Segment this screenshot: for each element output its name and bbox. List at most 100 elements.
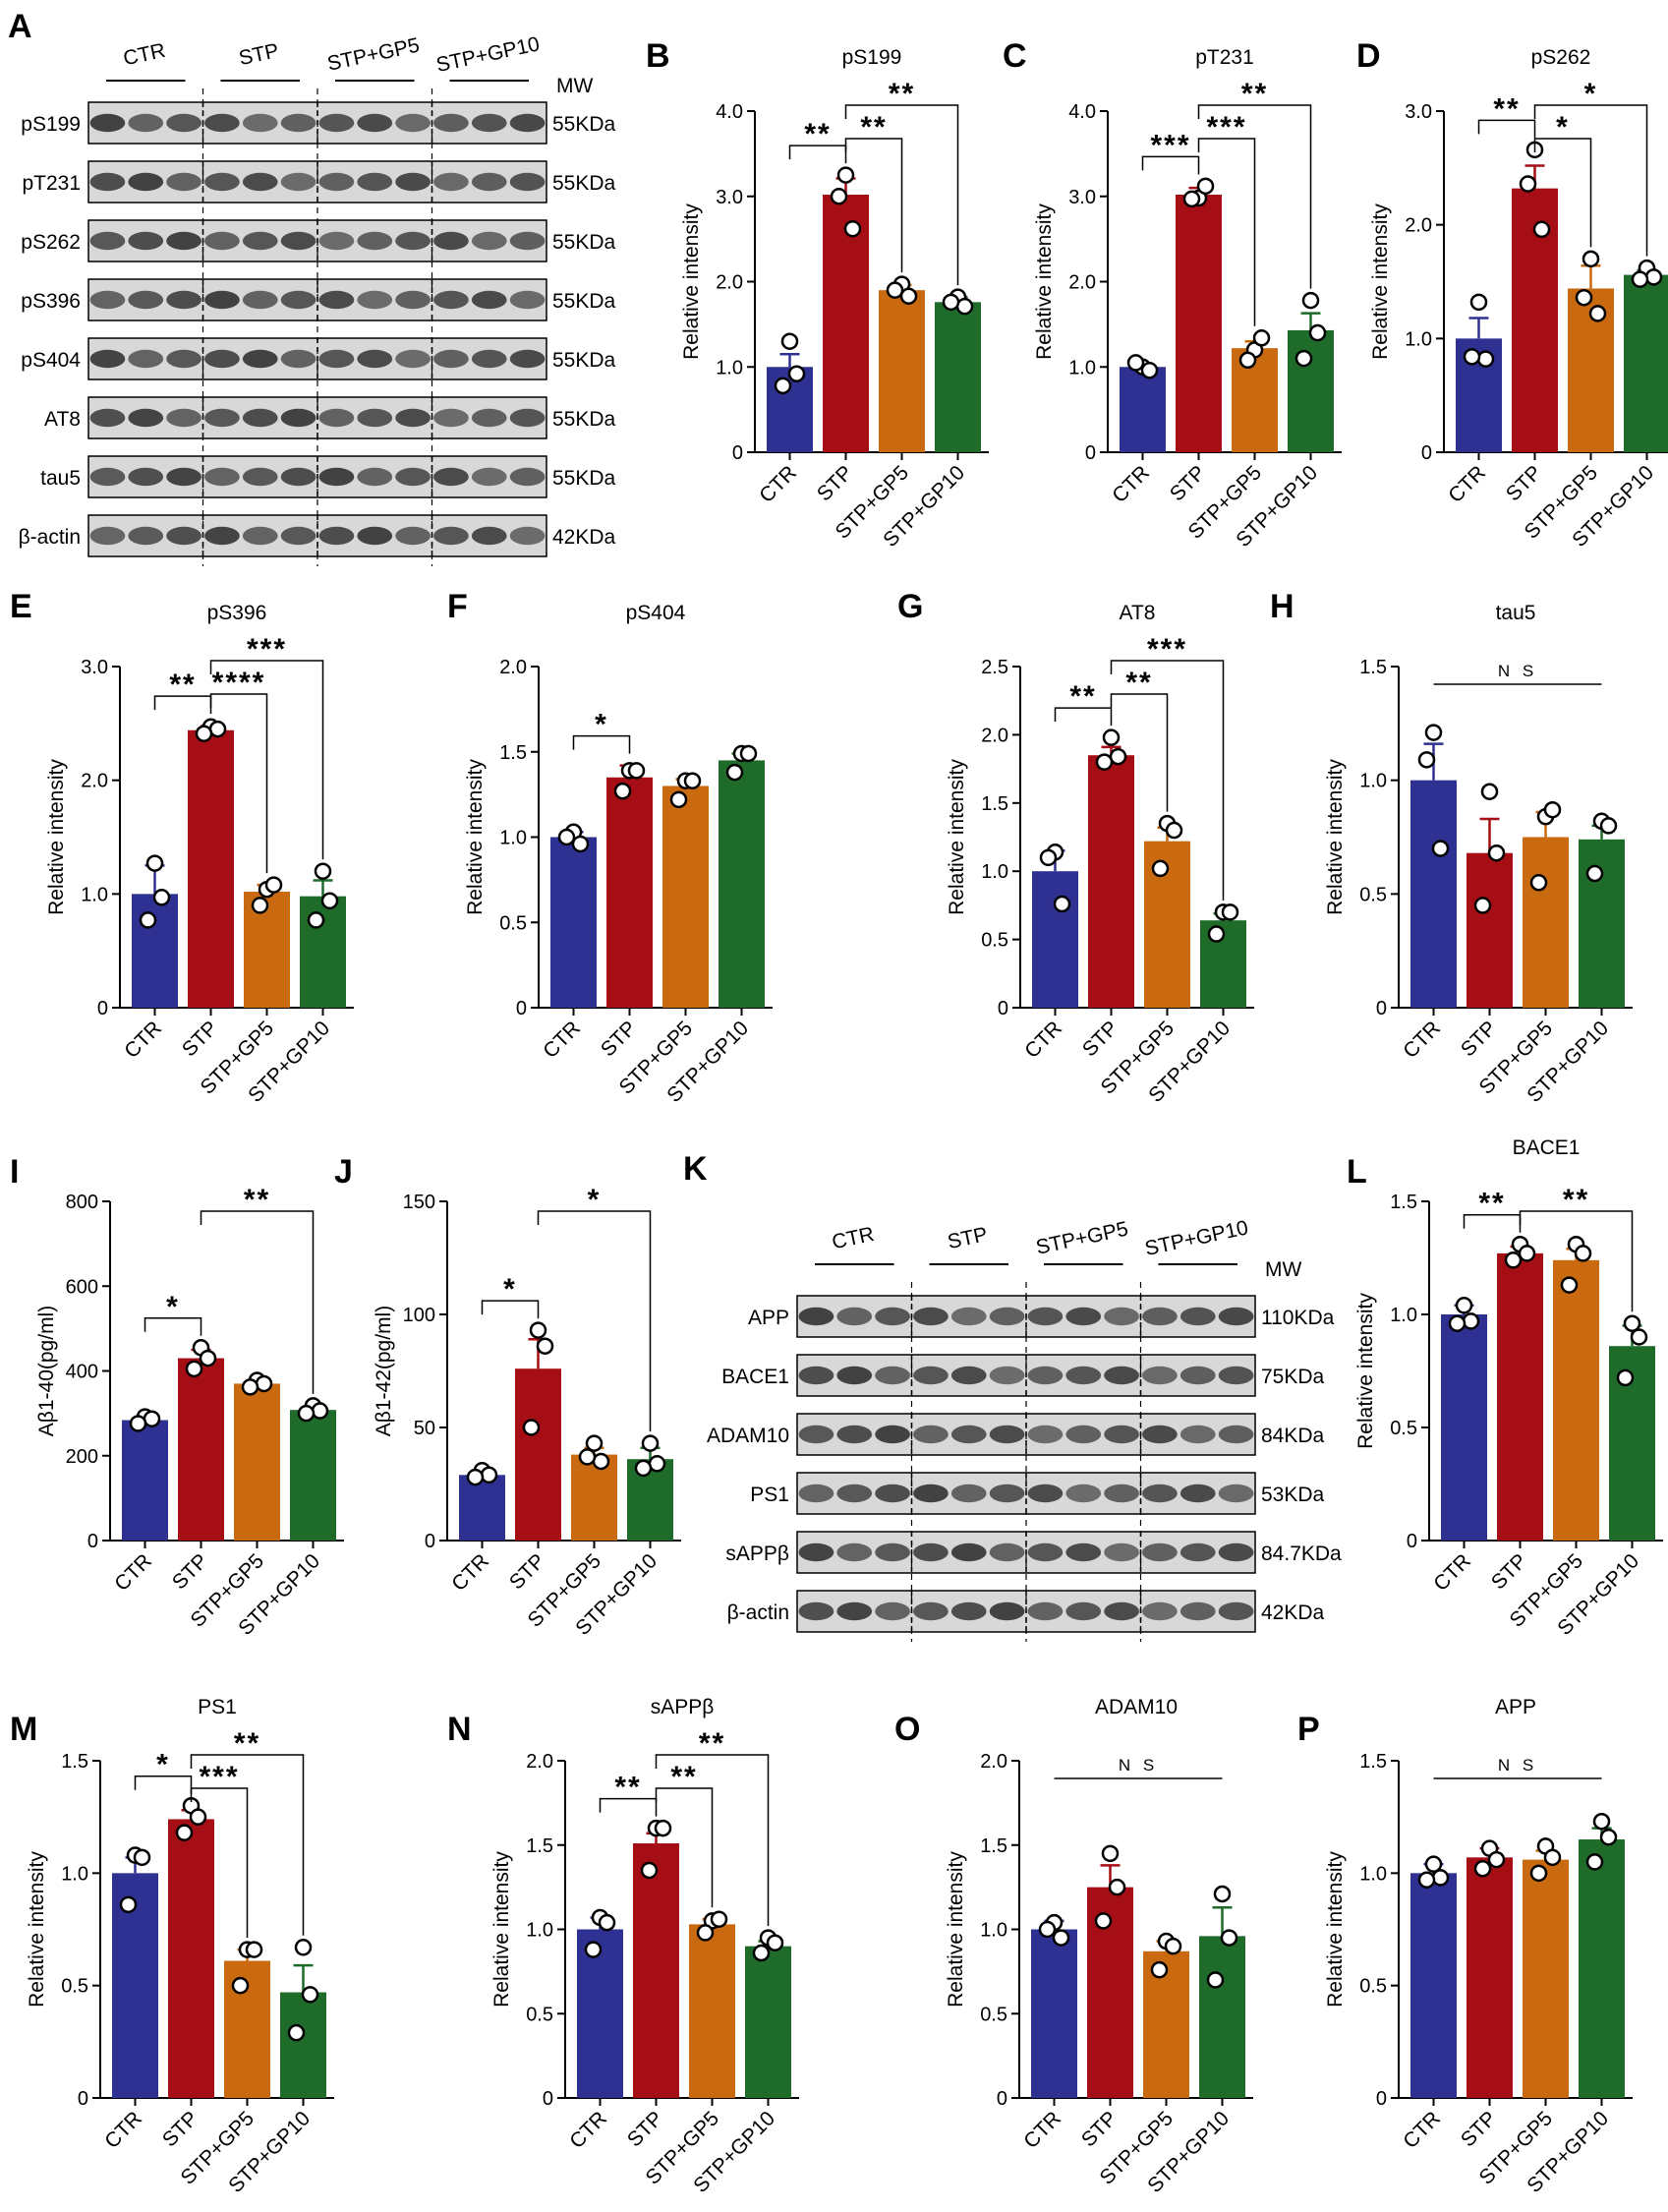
y-tick-label: 0.5 xyxy=(526,2004,553,2025)
data-point xyxy=(766,1934,784,1951)
data-point xyxy=(641,1434,660,1452)
blot-band xyxy=(89,290,126,310)
blot-band xyxy=(509,231,546,251)
x-tick-label: CTR xyxy=(120,1017,166,1063)
blot-band xyxy=(1142,1307,1178,1326)
blot-band xyxy=(471,113,507,133)
data-point xyxy=(1585,1853,1604,1871)
blot-band xyxy=(128,172,164,192)
y-tick-label: 0.5 xyxy=(1390,1418,1417,1439)
bar-stp-gp5 xyxy=(662,786,709,1008)
blot-band xyxy=(280,290,316,310)
data-point xyxy=(139,911,157,929)
data-point xyxy=(1308,323,1327,342)
blot-band xyxy=(395,408,431,428)
bar-stp-gp10 xyxy=(719,760,765,1008)
y-tick-label: 0 xyxy=(1421,442,1432,464)
bar-stp xyxy=(606,777,653,1008)
significance-label: * xyxy=(503,1273,517,1306)
blot-band xyxy=(950,1425,987,1444)
data-point xyxy=(264,876,283,894)
blot-band xyxy=(798,1425,834,1444)
blot-row: pS396 55KDa xyxy=(21,278,616,321)
data-point xyxy=(696,1924,715,1942)
data-point xyxy=(1529,874,1548,892)
data-point xyxy=(297,1404,316,1423)
group-label: CTR xyxy=(121,39,167,70)
data-point xyxy=(1588,305,1607,322)
blot-band xyxy=(1065,1601,1102,1621)
data-point xyxy=(311,1402,329,1420)
y-tick-label: 0.5 xyxy=(61,1976,88,1998)
chart-title: BACE1 xyxy=(1513,1136,1581,1159)
blot-row-label: pS396 xyxy=(21,290,81,313)
y-tick-label: 2.0 xyxy=(1405,215,1432,237)
data-point xyxy=(208,720,227,738)
data-point xyxy=(1599,817,1618,835)
x-tick-label: CTR xyxy=(1019,2107,1065,2153)
y-axis-label: Relative intensity xyxy=(1033,204,1056,360)
bar-ctr xyxy=(459,1475,505,1541)
data-point xyxy=(1417,1871,1436,1889)
data-point xyxy=(466,1468,485,1486)
blot-band xyxy=(471,526,507,546)
data-point xyxy=(185,1360,203,1378)
data-point xyxy=(189,1808,207,1826)
significance-label: * xyxy=(588,1184,602,1216)
ns-label: N S xyxy=(1498,1756,1537,1775)
blot-band xyxy=(836,1307,873,1326)
data-point xyxy=(640,1861,659,1880)
significance-label: ** xyxy=(804,118,831,150)
blot-row-label: BACE1 xyxy=(721,1366,789,1388)
data-point xyxy=(1532,220,1551,239)
bar-stp-gp10 xyxy=(935,302,981,452)
x-tick-label: STP xyxy=(1077,2107,1122,2151)
blot-band xyxy=(471,290,507,310)
blot-band xyxy=(1065,1366,1102,1385)
bar-ctr xyxy=(1410,1873,1457,2098)
data-point xyxy=(774,377,792,395)
bar-ctr xyxy=(1410,780,1457,1008)
y-tick-label: 2.0 xyxy=(81,771,108,792)
blot-band xyxy=(1179,1543,1216,1562)
blot-band xyxy=(204,526,240,546)
blot-band xyxy=(989,1543,1025,1562)
data-point xyxy=(1543,1848,1562,1867)
blot-band xyxy=(836,1601,873,1621)
significance-bracket xyxy=(1197,138,1256,326)
blot-band xyxy=(357,349,393,369)
data-point xyxy=(1150,1960,1169,1979)
y-tick-label: 1.0 xyxy=(981,861,1008,883)
significance-label: ** xyxy=(1125,667,1152,699)
data-point xyxy=(1574,1245,1592,1262)
blot-band xyxy=(1179,1425,1216,1444)
blot-band xyxy=(89,408,126,428)
bar-stp xyxy=(168,1819,214,2098)
blot-band xyxy=(204,467,240,487)
bar-ctr xyxy=(122,1420,168,1541)
blot-band xyxy=(913,1543,949,1562)
y-tick-label: 2.0 xyxy=(526,1751,553,1773)
panel-label: H xyxy=(1270,588,1294,625)
data-point xyxy=(634,1459,653,1478)
chart-l: L BACE1 0 0.5 1.0 1.5 Relative intensity CTR STP… xyxy=(1347,1136,1663,1640)
data-point xyxy=(1417,751,1436,769)
chart-o: O ADAM10 0 0.5 1.0 1.5 2.0 Relative intensity CT… xyxy=(894,1696,1253,2197)
data-point xyxy=(739,744,758,763)
blot-band xyxy=(1179,1366,1216,1385)
blot-row: pT231 55KDa xyxy=(22,160,616,204)
bar-stp-gp10 xyxy=(1579,1839,1625,2098)
blot-row-label: sAPPβ xyxy=(725,1543,789,1565)
x-tick-label: CTR xyxy=(1399,1017,1445,1063)
data-point xyxy=(725,763,744,782)
data-point xyxy=(669,790,688,809)
blot-mw-label: 55KDa xyxy=(552,172,616,195)
blot-mw-label: 84KDa xyxy=(1261,1425,1325,1447)
bar-stp-gp5 xyxy=(234,1383,280,1541)
blot-band xyxy=(357,526,393,546)
data-point xyxy=(830,188,848,205)
data-point xyxy=(1038,1920,1057,1939)
chart-title: pT231 xyxy=(1195,46,1254,69)
y-tick-label: 1.5 xyxy=(1390,1192,1417,1213)
y-tick-label: 1.5 xyxy=(61,1751,88,1773)
